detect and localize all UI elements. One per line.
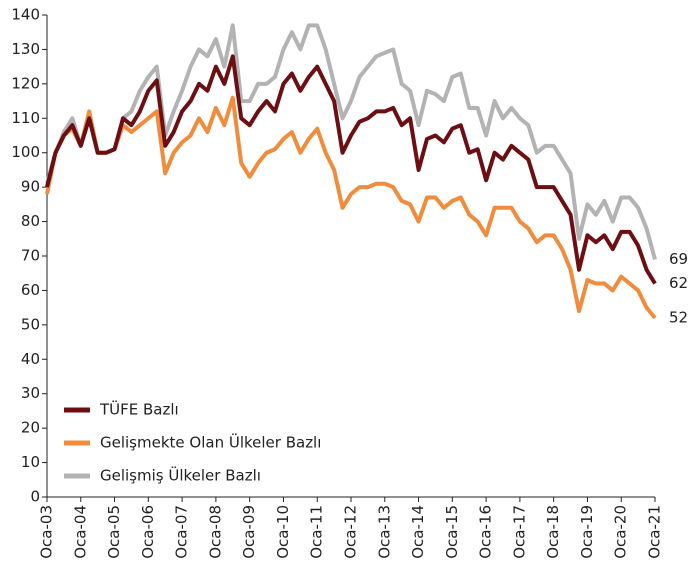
y-tick-label: 10 (21, 453, 40, 471)
x-tick-label: Oca-03 (38, 505, 56, 559)
end-label: 62 (669, 274, 688, 292)
x-tick-label: Oca-08 (206, 505, 224, 559)
y-tick-label: 50 (21, 315, 40, 333)
y-tick-label: 0 (30, 488, 40, 506)
y-tick-label: 60 (21, 281, 40, 299)
x-tick-label: Oca-06 (139, 505, 157, 559)
x-tick-label: Oca-20 (612, 505, 630, 559)
y-tick-label: 120 (11, 74, 40, 92)
x-tick-label: Oca-04 (71, 505, 89, 559)
y-tick-label: 40 (21, 350, 40, 368)
x-tick-label: Oca-16 (477, 505, 495, 559)
x-tick-label: Oca-18 (544, 505, 562, 559)
y-tick-label: 80 (21, 212, 40, 230)
x-tick-label: Oca-11 (308, 505, 326, 559)
y-tick-label: 20 (21, 419, 40, 437)
line-series (45, 23, 657, 260)
y-tick-label: 110 (11, 109, 40, 127)
legend-label: Gelişmiş Ülkeler Bazlı (100, 466, 261, 485)
x-tick-label: Oca-15 (443, 505, 461, 559)
y-tick-label: 100 (11, 143, 40, 161)
end-label: 69 (669, 250, 688, 268)
line-series (45, 95, 657, 320)
y-tick-label: 130 (11, 40, 40, 58)
y-tick-label: 70 (21, 247, 40, 265)
x-tick-label: Oca-09 (240, 505, 258, 559)
line-series (45, 54, 657, 285)
legend-label: TÜFE Bazlı (99, 400, 179, 419)
x-tick-label: Oca-13 (375, 505, 393, 559)
y-tick-label: 140 (11, 6, 40, 24)
end-label: 52 (669, 308, 688, 326)
x-tick-label: Oca-17 (510, 505, 528, 559)
x-tick-label: Oca-05 (105, 505, 123, 559)
y-tick-label: 90 (21, 178, 40, 196)
legend-label: Gelişmekte Olan Ülkeler Bazlı (100, 433, 321, 452)
x-tick-label: Oca-19 (578, 505, 596, 559)
x-tick-label: Oca-14 (409, 505, 427, 559)
x-tick-label: Oca-12 (342, 505, 360, 559)
y-tick-label: 30 (21, 384, 40, 402)
x-tick-label: Oca-10 (274, 505, 292, 559)
x-tick-label: Oca-07 (173, 505, 191, 559)
x-tick-label: Oca-21 (646, 505, 664, 559)
